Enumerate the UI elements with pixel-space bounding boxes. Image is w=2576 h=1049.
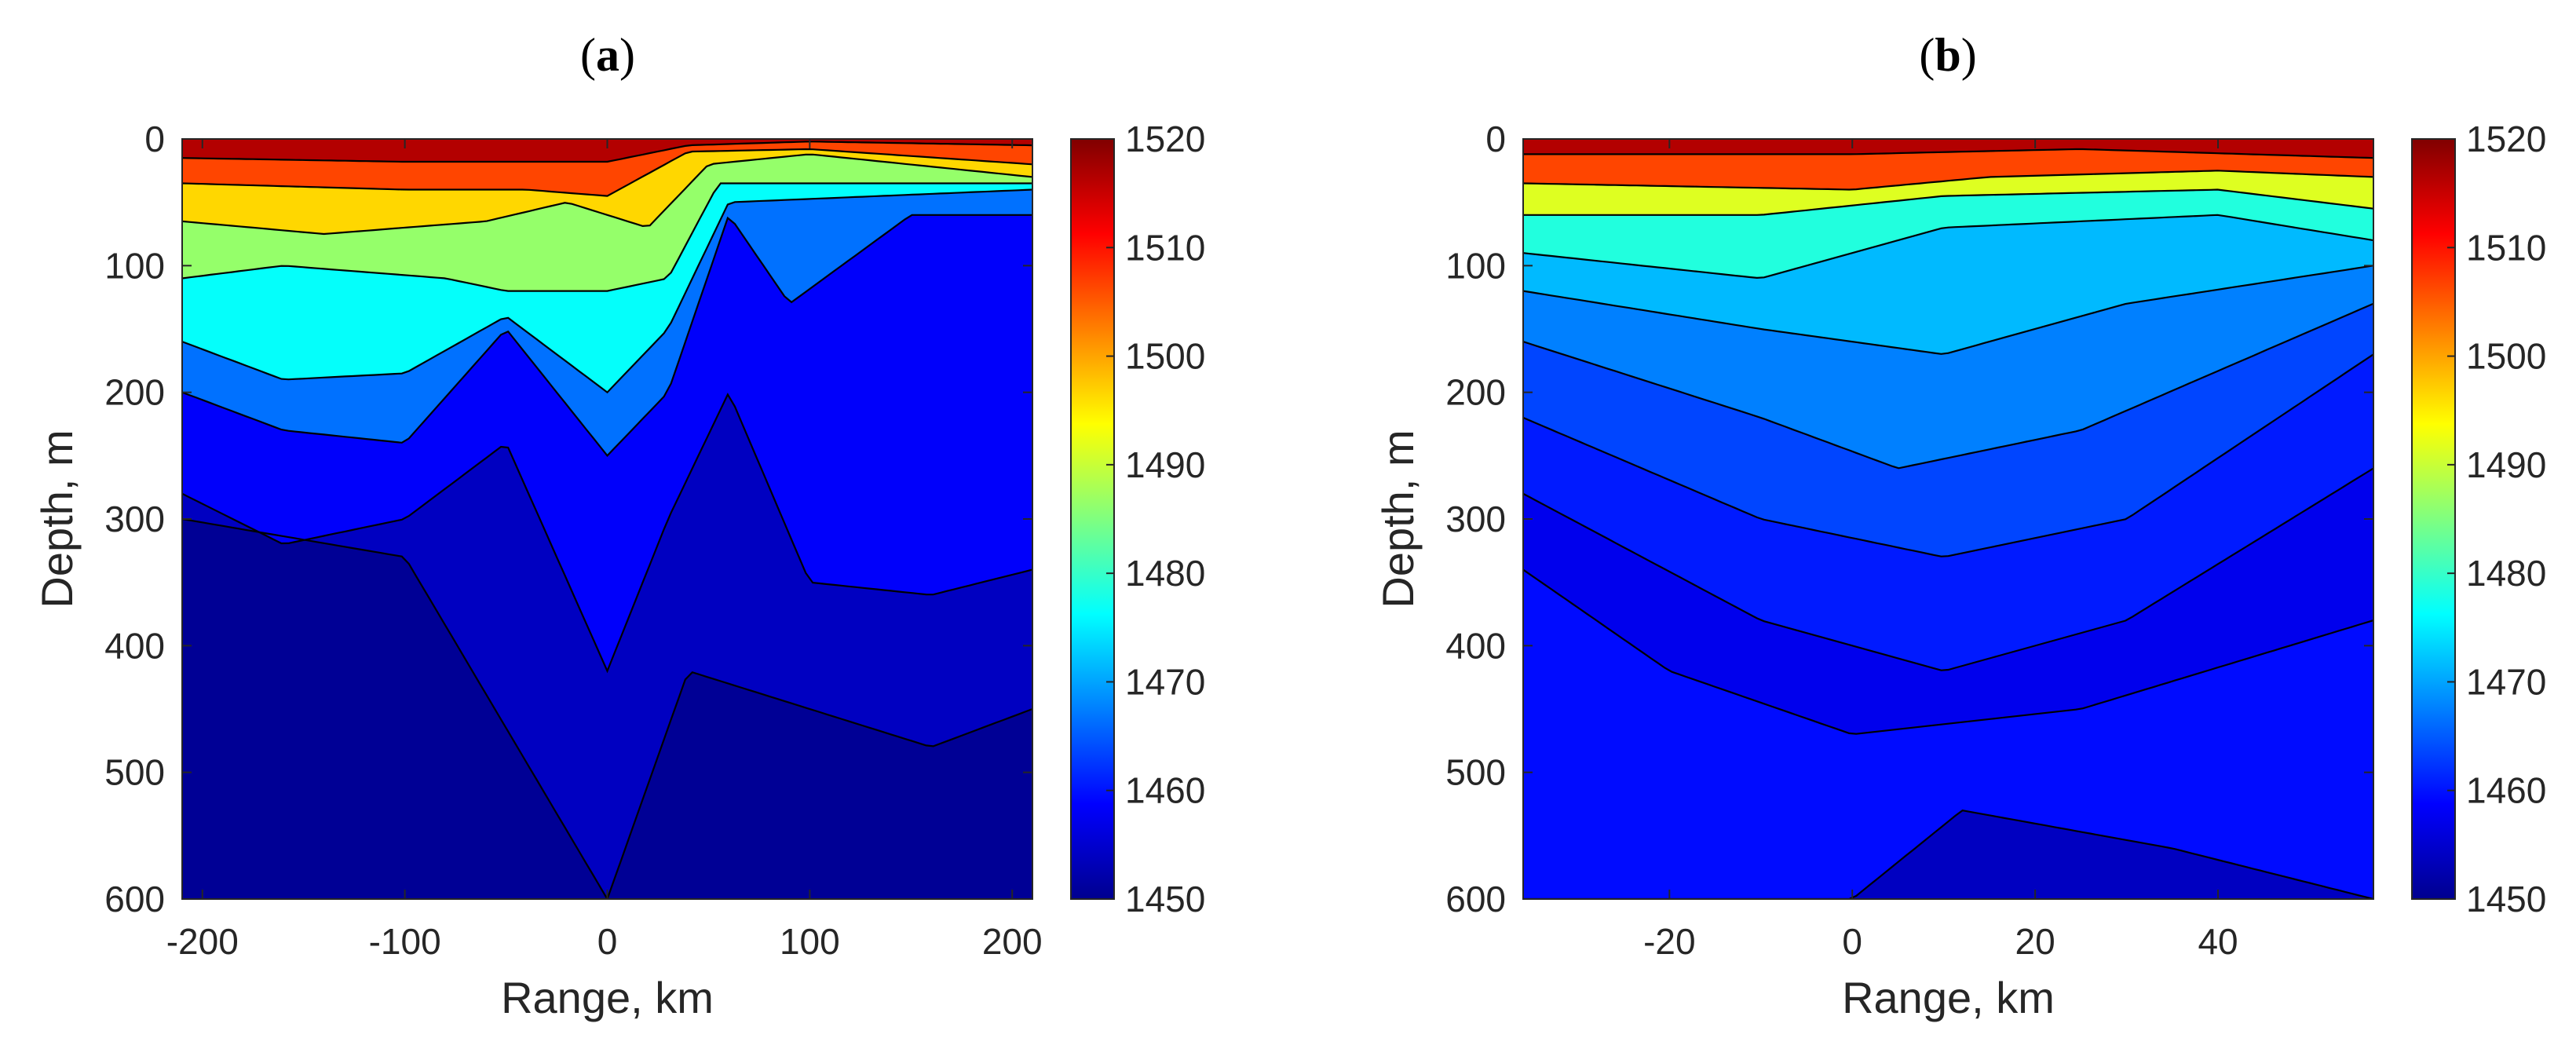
colorbar-gradient (2411, 138, 2456, 900)
contour-line-1465 (182, 214, 1032, 457)
y-tick-label: 200 (1445, 372, 1506, 413)
contour-line-1458 (1523, 810, 2373, 899)
y-tick-label: 500 (1445, 752, 1506, 793)
sound-speed-field (182, 139, 1032, 899)
y-tick-label: 400 (104, 625, 165, 666)
y-axis-title: Depth, m (32, 429, 82, 608)
contour-line-1477 (1523, 214, 2373, 280)
colorbar-tick-label: 1490 (1125, 444, 1205, 485)
x-tick-label: 0 (597, 921, 618, 962)
contour-line-1453 (182, 517, 1032, 899)
contour-line-1462 (1523, 353, 2373, 557)
colorbar-tick-label: 1480 (2466, 553, 2546, 594)
y-tick-label: 0 (144, 119, 165, 159)
x-tick-label: 200 (982, 921, 1043, 962)
panel-a: -200 -100 0 100 200 0 100 200 300 400 500 600 Range,… (32, 29, 1205, 1022)
contour-line-1505 (1523, 170, 2373, 191)
y-axis-title: Depth, m (1373, 429, 1423, 608)
x-axis-title: Range, km (1842, 973, 2055, 1022)
colorbar-tick-label: 1480 (1125, 553, 1205, 594)
y-tick-label: 400 (1445, 625, 1506, 666)
y-tick-label: 500 (104, 752, 165, 793)
y-tick-label: 0 (1485, 119, 1506, 159)
y-tick-label: 100 (104, 245, 165, 286)
colorbar: 1450 1460 1470 1480 1490 1500 1510 1520 (2411, 119, 2546, 919)
y-tick-label: 300 (104, 499, 165, 539)
contour-line-1515 (1523, 148, 2373, 159)
colorbar-tick-label: 1520 (2466, 119, 2546, 159)
panel-label: (a) (580, 29, 635, 81)
x-tick-label: 100 (780, 921, 840, 962)
colorbar-tick-label: 1470 (2466, 661, 2546, 702)
y-tick-label: 600 (1445, 879, 1506, 919)
colorbar-tick-label: 1500 (1125, 336, 1205, 377)
x-tick-label: -20 (1643, 921, 1695, 962)
contour-line-1515 (182, 141, 1032, 163)
contour-line-1505 (182, 148, 1032, 197)
contour-band-1515 (182, 139, 1032, 162)
colorbar-tick-label: 1490 (2466, 444, 2546, 485)
x-tick-label: -100 (369, 921, 441, 962)
contour-line-1475 (182, 188, 1032, 394)
y-tick-label: 200 (104, 372, 165, 413)
colorbar-gradient (1070, 138, 1115, 900)
contour-line-1485 (182, 182, 1032, 292)
colorbar-tick-label: 1510 (2466, 227, 2546, 268)
colorbar-tick-label: 1510 (1125, 227, 1205, 268)
colorbar-tick-label: 1450 (2466, 879, 2546, 919)
y-tick-label: 300 (1445, 499, 1506, 539)
contour-line-1466 (1523, 302, 2373, 470)
contour-line-1456 (1523, 568, 2373, 735)
colorbar-tick-label: 1450 (1125, 879, 1205, 919)
x-tick-label: 0 (1842, 921, 1862, 962)
colorbar: 1450 1460 1470 1480 1490 1500 1510 1520 (1070, 119, 1205, 919)
y-tick-label: 100 (1445, 245, 1506, 286)
x-axis-title: Range, km (501, 973, 714, 1022)
x-tick-label: 20 (2015, 921, 2055, 962)
colorbar-tick-label: 1500 (2466, 336, 2546, 377)
contour-band-1515 (1523, 139, 2373, 159)
colorbar-tick-label: 1460 (1125, 770, 1205, 811)
contour-line-1459 (1523, 467, 2373, 671)
contour-line-1490 (1523, 188, 2373, 216)
colorbar-tick-label: 1470 (1125, 661, 1205, 702)
colorbar-tick-label: 1520 (1125, 119, 1205, 159)
sound-speed-field (1523, 139, 2373, 899)
contour-line-1495 (182, 153, 1032, 236)
contour-line-1470 (1523, 265, 2373, 355)
contour-line-1457 (182, 393, 1032, 674)
colorbar-tick-label: 1460 (2466, 770, 2546, 811)
x-tick-label: -200 (166, 921, 239, 962)
y-tick-label: 600 (104, 879, 165, 919)
panel-label: (b) (1919, 29, 1976, 81)
x-tick-label: 40 (2198, 921, 2238, 962)
